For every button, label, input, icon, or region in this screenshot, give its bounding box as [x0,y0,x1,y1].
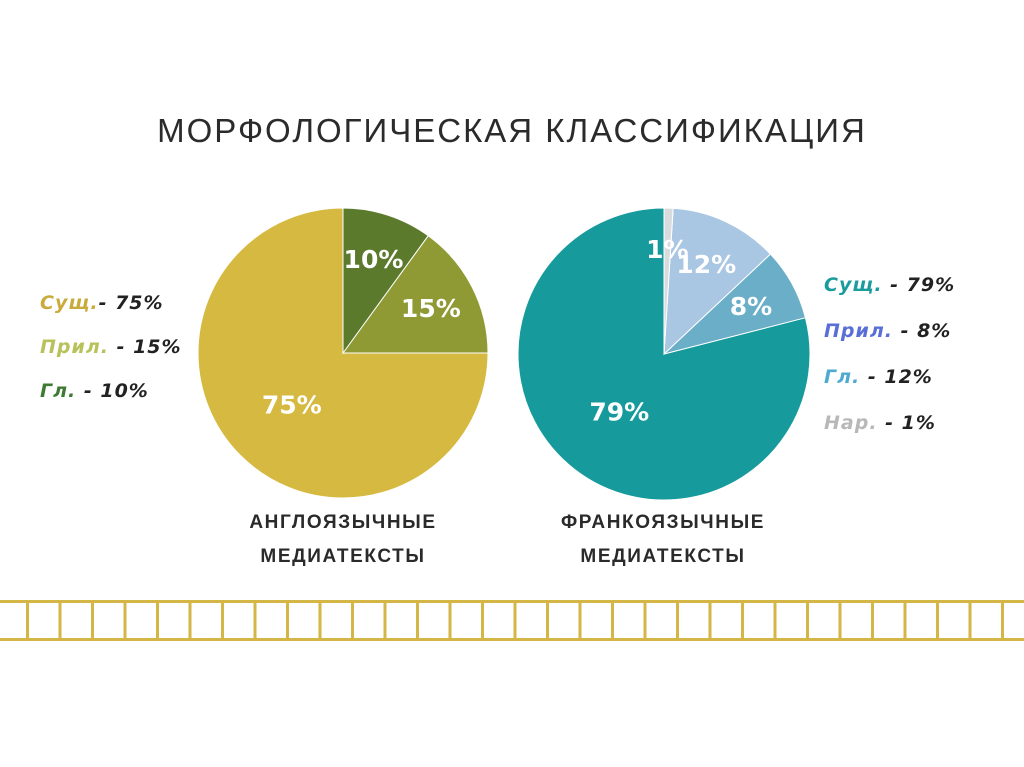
grid-line [58,600,62,641]
grid-line [513,600,517,641]
decorative-grid [0,600,1024,641]
legend-name: Сущ. [824,274,883,296]
slice-label: 12% [676,250,736,279]
pie-slice [663,207,674,355]
legend-name: Нар. [824,412,878,434]
grid-line [741,600,744,641]
grid-line [968,600,972,641]
grid-line [286,600,289,641]
pie-slice [342,207,429,355]
grid-line [253,600,257,641]
legend-value: - 12% [860,366,933,388]
page-title: МОРФОЛОГИЧЕСКАЯ КЛАССИФИКАЦИЯ [157,112,867,149]
slice-label: 8% [730,292,772,321]
legend-item: Гл. - 10% [40,369,182,413]
legend-value: - 8% [892,320,952,342]
grid-line [838,600,842,641]
pie-chart-francophone: 79% 8% 12%1% [517,207,811,501]
legend-name: Гл. [40,380,77,402]
grid-line [903,600,907,641]
grid-line [156,600,159,641]
caption-line: ФРАНКОЯЗЫЧНЫЕ [560,512,766,533]
slice-label: 10% [344,245,404,274]
legend-value: - 1% [877,412,936,434]
caption-anglophone: АНГЛОЯЗЫЧНЫЕ МЕДИАТЕКСТЫ [188,506,498,574]
legend-value: - 15% [108,336,182,358]
grid-line [123,600,127,641]
grid-line [0,638,1024,641]
legend-francophone: Сущ. - 79% Прил. - 8% Гл. - 12% Нар. - 1… [824,262,955,446]
legend-value: - 75% [98,292,164,314]
legend-name: Гл. [824,366,861,388]
slice-label: 75% [262,390,322,419]
caption-line: МЕДИАТЕКСТЫ [260,546,426,567]
slice-label: 79% [589,398,649,427]
legend-value: - 10% [76,380,149,402]
grid-line [448,600,452,641]
grid-line [91,600,94,641]
grid-line [318,600,322,641]
grid-line [676,600,679,641]
grid-line [611,600,614,641]
grid-line [221,600,224,641]
grid-line [416,600,419,641]
pie-chart-anglophone: 75% 15% 10% [197,207,489,499]
grid-line [481,600,484,641]
legend-name: Прил. [40,336,109,358]
slice-label: 15% [401,294,461,323]
grid-line [936,600,939,641]
legend-name: Сущ. [40,292,99,314]
legend-item: Гл. - 12% [824,354,955,400]
grid-line [871,600,874,641]
grid-line [773,600,777,641]
grid-line [0,600,1024,603]
grid-line [188,600,192,641]
legend-item: Нар. - 1% [824,400,955,446]
grid-line [806,600,809,641]
slice-label: 1% [646,235,688,264]
legend-name: Прил. [824,320,893,342]
grid-line [546,600,549,641]
pie-slice [663,207,772,356]
grid-line [1001,600,1004,641]
grid-line [708,600,712,641]
legend-item: Прил. - 15% [40,325,182,369]
caption-line: МЕДИАТЕКСТЫ [580,546,746,567]
grid-line [643,600,647,641]
grid-line [578,600,582,641]
grid-line [26,600,29,641]
legend-value: - 79% [882,274,956,296]
caption-line: АНГЛОЯЗЫЧНЫЕ [249,512,437,533]
pie-slice [342,234,489,354]
caption-francophone: ФРАНКОЯЗЫЧНЫЕ МЕДИАТЕКСТЫ [508,506,818,574]
grid-line [351,600,354,641]
legend-anglophone: Сущ.- 75% Прил. - 15% Гл. - 10% [40,281,182,413]
legend-item: Прил. - 8% [824,308,955,354]
legend-item: Сущ.- 75% [40,281,182,325]
grid-line [383,600,387,641]
legend-item: Сущ. - 79% [824,262,955,308]
